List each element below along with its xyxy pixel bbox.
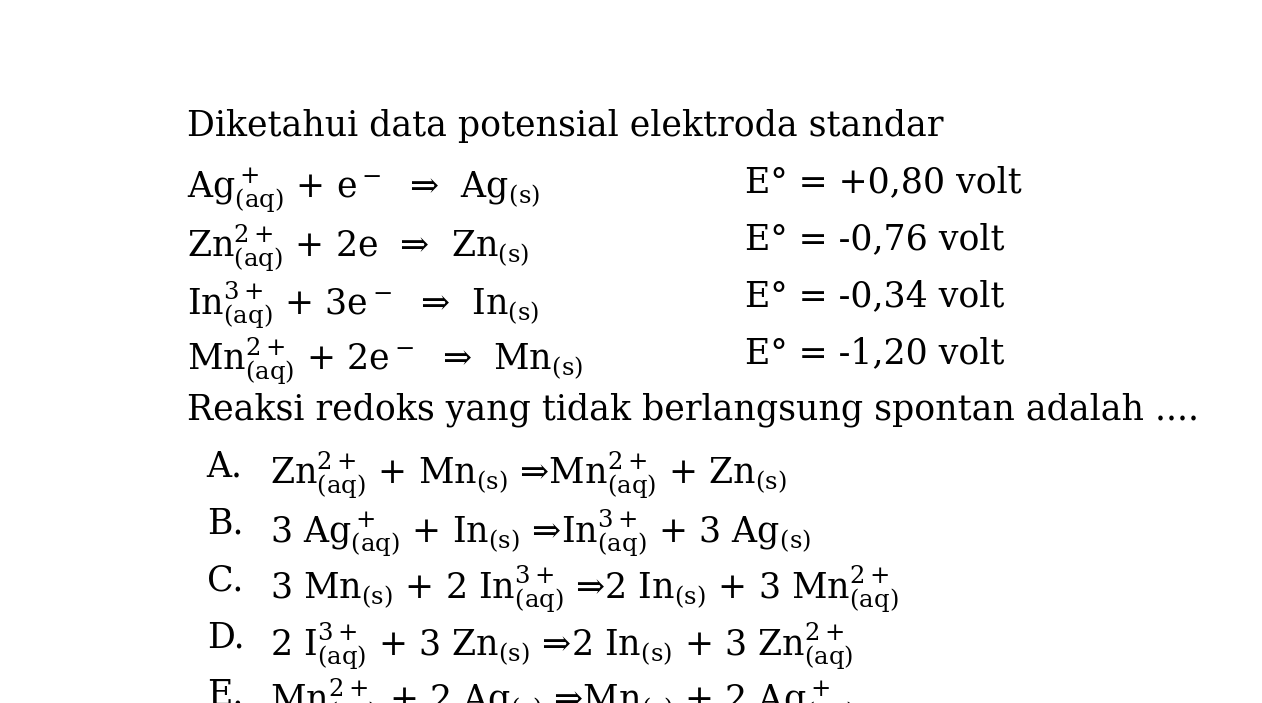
Text: $\mathrm{Zn^{2+}_{(aq)}}$ + 2e  ⇒  $\mathrm{Zn_{(s)}}$: $\mathrm{Zn^{2+}_{(aq)}}$ + 2e ⇒ $\mathr… [187, 222, 530, 273]
Text: Reaksi redoks yang tidak berlangsung spontan adalah ....: Reaksi redoks yang tidak berlangsung spo… [187, 393, 1199, 427]
Text: $\mathrm{Mn^{2+}_{(aq)}}$ + 2 $\mathrm{Ag_{(s)}}$ ⇒$\mathrm{Mn_{(s)}}$ + 2 $\mat: $\mathrm{Mn^{2+}_{(aq)}}$ + 2 $\mathrm{A… [270, 677, 854, 703]
Text: 2 $\mathrm{I^{3+}_{(aq)}}$ + 3 $\mathrm{Zn_{(s)}}$ ⇒2 $\mathrm{In_{(s)}}$ + 3 $\: 2 $\mathrm{I^{3+}_{(aq)}}$ + 3 $\mathrm{… [270, 620, 853, 672]
Text: E° = -0,34 volt: E° = -0,34 volt [745, 279, 1005, 314]
Text: E° = -1,20 volt: E° = -1,20 volt [745, 336, 1005, 370]
Text: $\mathrm{In^{3+}_{(aq)}}$ + 3e$^-$  ⇒  $\mathrm{In_{(s)}}$: $\mathrm{In^{3+}_{(aq)}}$ + 3e$^-$ ⇒ $\m… [187, 279, 540, 331]
Text: C.: C. [207, 563, 244, 598]
Text: 3 $\mathrm{Mn_{(s)}}$ + 2 $\mathrm{In^{3+}_{(aq)}}$ ⇒2 $\mathrm{In_{(s)}}$ + 3 $: 3 $\mathrm{Mn_{(s)}}$ + 2 $\mathrm{In^{3… [270, 563, 899, 615]
Text: B.: B. [207, 507, 244, 541]
Text: Diketahui data potensial elektroda standar: Diketahui data potensial elektroda stand… [187, 109, 944, 143]
Text: $\mathrm{Mn^{2+}_{(aq)}}$ + 2e$^-$  ⇒  $\mathrm{Mn_{(s)}}$: $\mathrm{Mn^{2+}_{(aq)}}$ + 2e$^-$ ⇒ $\m… [187, 336, 583, 387]
Text: E.: E. [207, 677, 244, 703]
Text: A.: A. [207, 450, 242, 484]
Text: $\mathrm{Ag^+_{(aq)}}$ + e$^-$  ⇒  $\mathrm{Ag_{(s)}}$: $\mathrm{Ag^+_{(aq)}}$ + e$^-$ ⇒ $\mathr… [187, 166, 540, 214]
Text: $\mathrm{Zn^{2+}_{(aq)}}$ + $\mathrm{Mn_{(s)}}$ ⇒$\mathrm{Mn^{2+}_{(aq)}}$ + $\m: $\mathrm{Zn^{2+}_{(aq)}}$ + $\mathrm{Mn_… [270, 450, 787, 501]
Text: E° = -0,76 volt: E° = -0,76 volt [745, 222, 1005, 257]
Text: 3 $\mathrm{Ag^+_{(aq)}}$ + $\mathrm{In_{(s)}}$ ⇒$\mathrm{In^{3+}_{(aq)}}$ + 3 $\: 3 $\mathrm{Ag^+_{(aq)}}$ + $\mathrm{In_{… [270, 507, 811, 558]
Text: D.: D. [207, 620, 245, 654]
Text: E° = +0,80 volt: E° = +0,80 volt [745, 166, 1021, 200]
